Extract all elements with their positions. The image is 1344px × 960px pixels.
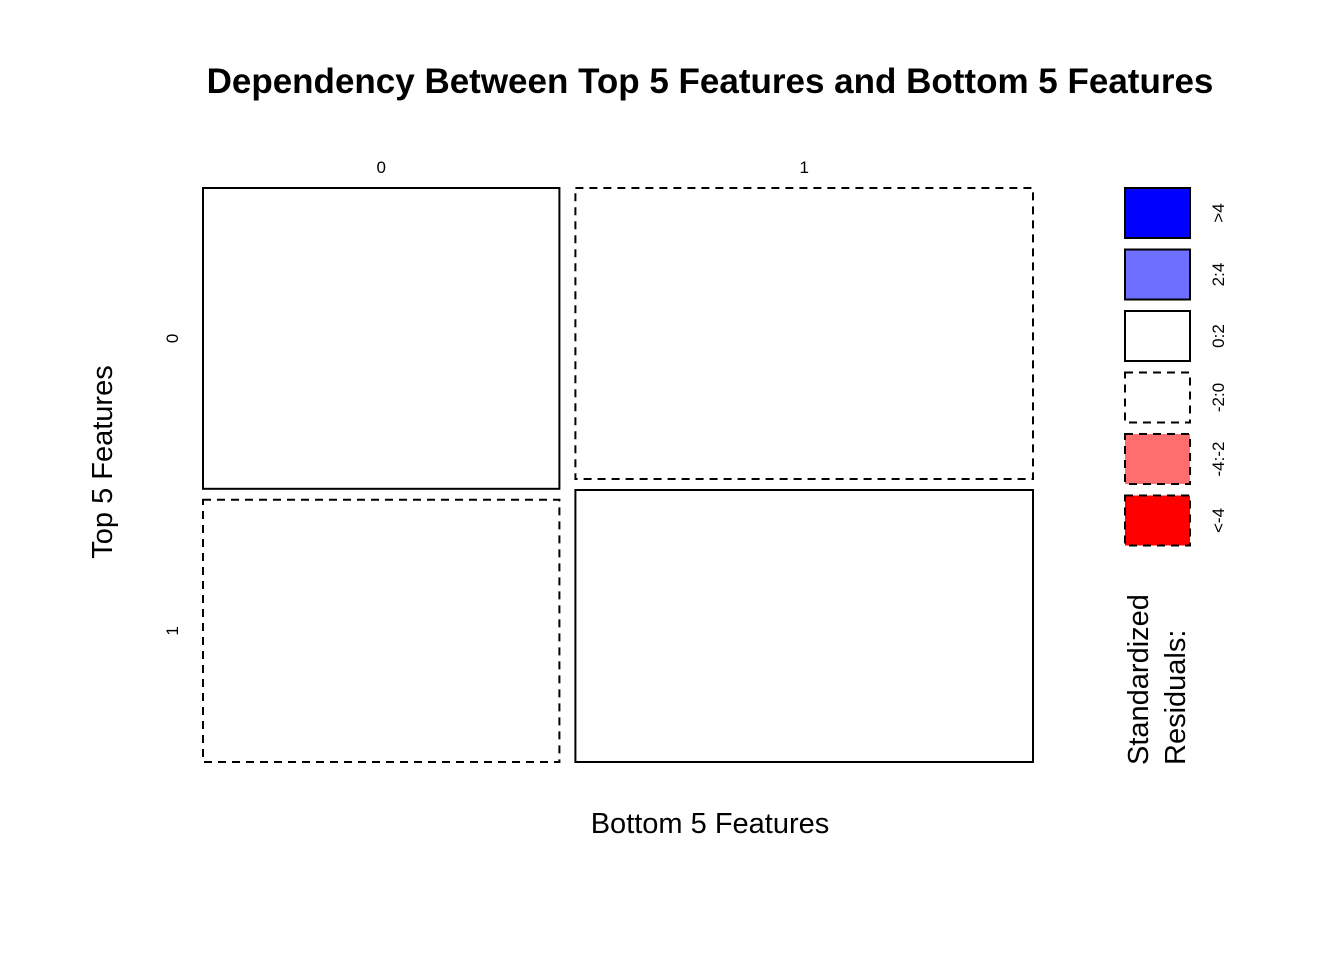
legend-swatch [1124,310,1191,362]
legend-title-line-2: Residuals: [1160,630,1192,765]
mosaic-tile-0-0 [202,187,561,490]
mosaic-tiles [202,187,1035,763]
mosaic-tile-1-0 [574,187,1035,480]
legend-label: -2:0 [1209,383,1228,412]
y-tick-labels: 01 [163,334,182,636]
mosaic-tile-0-1 [202,498,561,763]
legend-swatch [1124,371,1191,424]
legend-label: <-4 [1209,508,1228,533]
x-tick-label: 0 [376,158,385,177]
legend-label: -4:-2 [1209,442,1228,477]
legend-swatch [1124,187,1191,239]
legend-label: 0:2 [1209,324,1228,348]
y-axis-label: Top 5 Features [87,365,119,558]
y-tick-label: 1 [163,626,182,635]
legend-title-line-1: Standardized [1123,594,1155,765]
x-axis-label: Bottom 5 Features [591,808,830,840]
mosaic-tile-1-1 [574,489,1035,763]
legend-swatch [1124,494,1191,547]
legend: >4 2:4 0:2 -2:0 -4:-2 <-4 [1124,187,1228,547]
legend-label: >4 [1209,203,1228,222]
x-tick-label: 1 [799,158,808,177]
y-tick-label: 0 [163,334,182,343]
legend-swatch [1124,433,1191,485]
legend-swatch [1124,248,1191,301]
legend-label: 2:4 [1209,263,1228,287]
chart-title: Dependency Between Top 5 Features and Bo… [207,62,1214,101]
